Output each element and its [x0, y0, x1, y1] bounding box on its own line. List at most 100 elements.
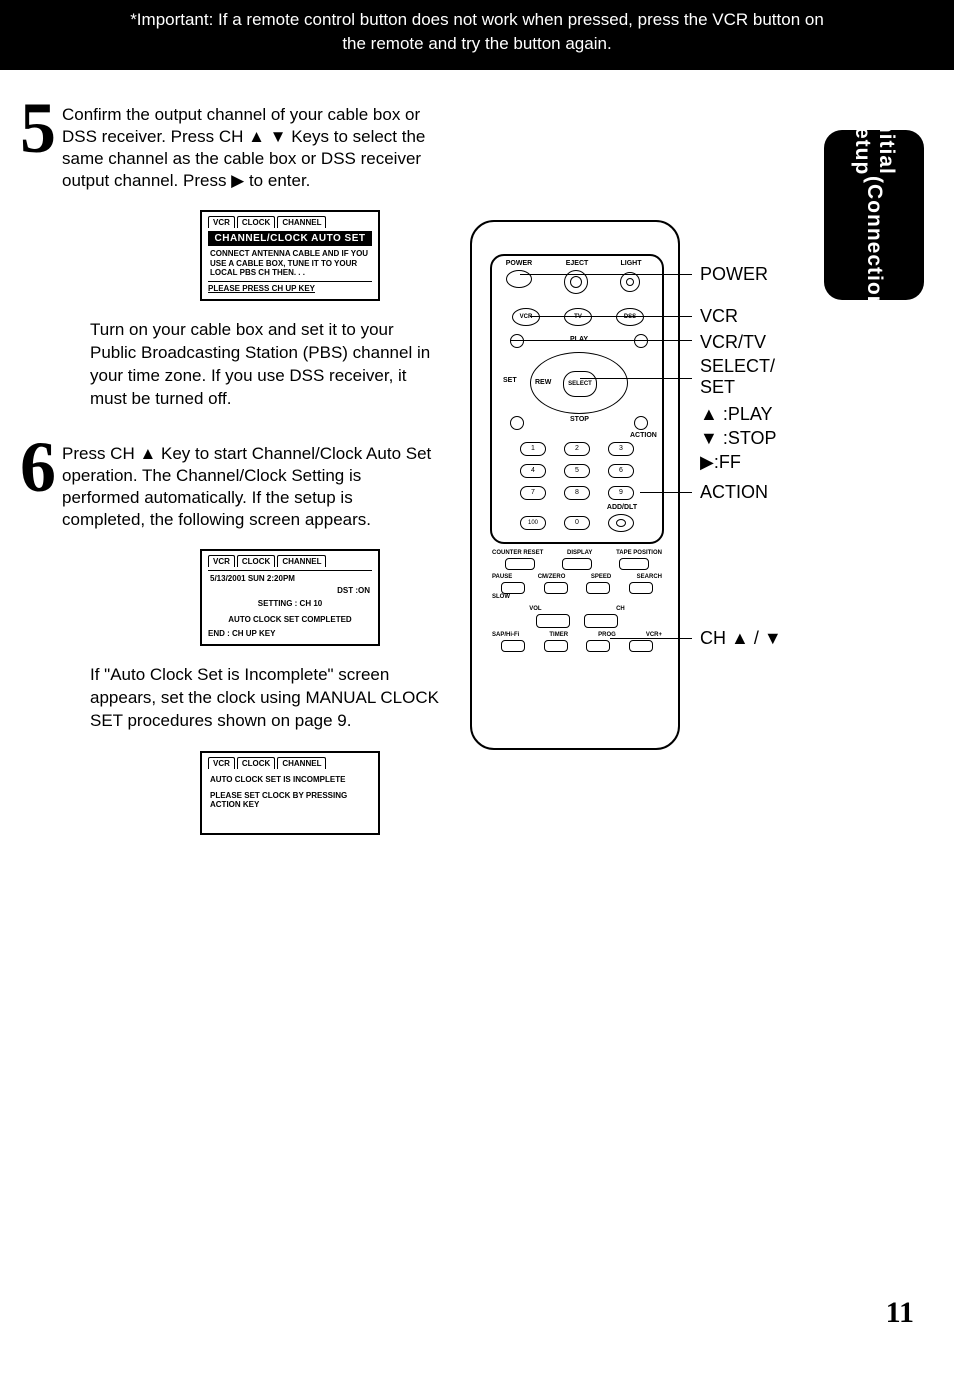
- callout-play: ▲ :PLAY: [700, 404, 773, 426]
- step-6-number: 6: [20, 439, 56, 497]
- prog-button[interactable]: [586, 640, 610, 652]
- num-9[interactable]: 9: [608, 486, 634, 500]
- vcrtv-button[interactable]: [510, 334, 524, 348]
- remote-lower-panel: COUNTER RESET DISPLAY TAPE POSITION PAUS…: [492, 550, 662, 652]
- callout-power: POWER: [700, 264, 768, 286]
- label-light: LIGHT: [616, 260, 646, 267]
- add-dlt-icon: [616, 519, 626, 527]
- lbl-ch: CH: [616, 606, 625, 612]
- page-body: Initial Setup (Connection) 5 Confirm the…: [0, 70, 954, 1350]
- num-8[interactable]: 8: [564, 486, 590, 500]
- timer-button[interactable]: [544, 640, 568, 652]
- pause-button[interactable]: [501, 582, 525, 594]
- callout-vcrtv: VCR/TV: [700, 332, 766, 354]
- remote-outline: POWER EJECT LIGHT VCR TV DSS PLAY: [470, 220, 680, 750]
- corner-button-tr[interactable]: [634, 334, 648, 348]
- vcrplus-button[interactable]: [629, 640, 653, 652]
- num-6[interactable]: 6: [608, 464, 634, 478]
- light-icon: [626, 278, 634, 286]
- important-banner: *Important: If a remote control button d…: [0, 0, 954, 70]
- counter-reset-button[interactable]: [505, 558, 535, 570]
- osd1-footer: PLEASE PRESS CH UP KEY: [208, 281, 372, 293]
- paragraph-pbs: Turn on your cable box and set it to you…: [90, 319, 440, 411]
- callout-ch: CH ▲ / ▼: [700, 628, 782, 650]
- num-2[interactable]: 2: [564, 442, 590, 456]
- callout-stop: ▼ :STOP: [700, 428, 777, 450]
- corner-button-bl[interactable]: [510, 416, 524, 430]
- search-button[interactable]: [629, 582, 653, 594]
- lbl-slow: SLOW: [492, 594, 662, 600]
- step-5-number: 5: [20, 100, 56, 158]
- num-4[interactable]: 4: [520, 464, 546, 478]
- osd1-tab-channel: CHANNEL: [277, 216, 326, 228]
- lbl-speed: SPEED: [591, 574, 611, 580]
- cmzero-button[interactable]: [544, 582, 568, 594]
- dpad: SELECT SET REW: [530, 352, 628, 414]
- osd2-tabs: VCR CLOCK CHANNEL: [208, 555, 372, 567]
- label-power: POWER: [504, 260, 534, 267]
- label-action: ACTION: [630, 432, 657, 439]
- lbl-display: DISPLAY: [567, 550, 592, 556]
- select-set-button[interactable]: SELECT: [563, 371, 597, 397]
- sap-button[interactable]: [501, 640, 525, 652]
- tab-line1: Initial Setup: [850, 112, 898, 175]
- callout-vcr: VCR: [700, 306, 738, 328]
- osd1-tabs: VCR CLOCK CHANNEL: [208, 216, 372, 228]
- num-0[interactable]: 0: [564, 516, 590, 530]
- osd3-tab-vcr: VCR: [208, 757, 235, 769]
- remote-upper-panel: POWER EJECT LIGHT VCR TV DSS PLAY: [490, 254, 664, 544]
- osd2-footer: END : CH UP KEY: [208, 627, 372, 638]
- num-7[interactable]: 7: [520, 486, 546, 500]
- label-rew: REW: [535, 379, 551, 386]
- osd-screen-3: VCR CLOCK CHANNEL AUTO CLOCK SET IS INCO…: [200, 751, 380, 835]
- osd2-tab-vcr: VCR: [208, 555, 235, 567]
- action-button[interactable]: [634, 416, 648, 430]
- lbl-search: SEARCH: [637, 574, 662, 580]
- tv-mode-button[interactable]: TV: [564, 308, 592, 326]
- dss-mode-button[interactable]: DSS: [616, 308, 644, 326]
- line-ch: [610, 638, 692, 639]
- osd3-tab-channel: CHANNEL: [277, 757, 326, 769]
- power-button[interactable]: [506, 270, 532, 288]
- line-power: [520, 274, 692, 275]
- osd1-tab-vcr: VCR: [208, 216, 235, 228]
- num-5[interactable]: 5: [564, 464, 590, 478]
- lbl-timer: TIMER: [549, 632, 568, 638]
- lbl-cmzero: CM/ZERO: [538, 574, 566, 580]
- osd2-tab-channel: CHANNEL: [277, 555, 326, 567]
- page-number: 11: [886, 1296, 914, 1330]
- label-set: SET: [503, 377, 517, 384]
- label-stop: STOP: [570, 416, 589, 423]
- banner-text: *Important: If a remote control button d…: [130, 10, 824, 53]
- osd3-tab-clock: CLOCK: [237, 757, 275, 769]
- eject-icon: [570, 276, 582, 288]
- tape-position-button[interactable]: [619, 558, 649, 570]
- lbl-vol: VOL: [529, 606, 541, 612]
- display-button[interactable]: [562, 558, 592, 570]
- num-1[interactable]: 1: [520, 442, 546, 456]
- lbl-counter-reset: COUNTER RESET: [492, 550, 543, 556]
- add-dlt-button[interactable]: [608, 514, 634, 532]
- vcr-mode-button[interactable]: VCR: [512, 308, 540, 326]
- osd3-tabs: VCR CLOCK CHANNEL: [208, 757, 372, 769]
- callout-select: SELECT/ SET: [700, 356, 775, 399]
- osd2-tab-clock: CLOCK: [237, 555, 275, 567]
- label-add-dlt: ADD/DLT: [602, 504, 642, 511]
- line-action: [640, 492, 692, 493]
- osd3-line1: AUTO CLOCK SET IS INCOMPLETE: [208, 772, 372, 788]
- line-select: [580, 378, 692, 379]
- osd1-body: CONNECT ANTENNA CABLE AND IF YOU USE A C…: [208, 246, 372, 281]
- step-5-text: Confirm the output channel of your cable…: [62, 100, 440, 192]
- light-button[interactable]: [620, 272, 640, 292]
- osd-screen-1: VCR CLOCK CHANNEL CHANNEL/CLOCK AUTO SET…: [200, 210, 380, 301]
- ch-button[interactable]: [584, 614, 618, 628]
- step-5: 5 Confirm the output channel of your cab…: [20, 100, 440, 192]
- num-3[interactable]: 3: [608, 442, 634, 456]
- vol-button[interactable]: [536, 614, 570, 628]
- step-6: 6 Press CH ▲ Key to start Channel/Clock …: [20, 439, 440, 531]
- osd1-tab-clock: CLOCK: [237, 216, 275, 228]
- osd2-line1: 5/13/2001 SUN 2:20PM: [208, 570, 372, 587]
- callout-action: ACTION: [700, 482, 768, 504]
- num-100[interactable]: 100: [520, 516, 546, 530]
- speed-button[interactable]: [586, 582, 610, 594]
